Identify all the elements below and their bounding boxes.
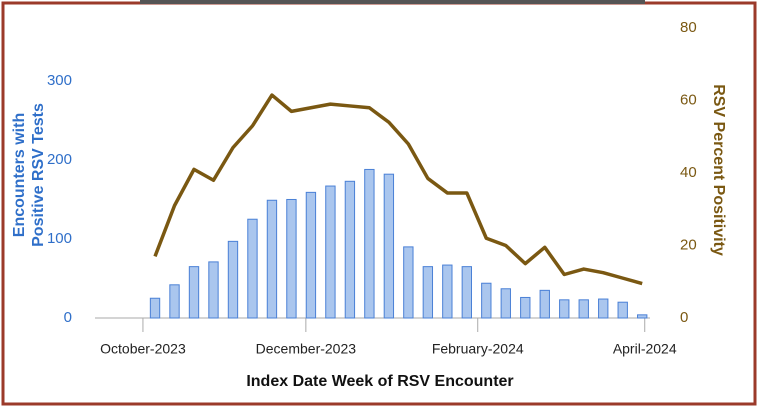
- bar: [578, 299, 589, 319]
- bar: [305, 191, 317, 319]
- y2-tick-label: 20: [680, 236, 697, 253]
- x-tick-label: October-2023: [100, 341, 186, 357]
- y2-tick-label: 0: [680, 309, 688, 326]
- y-tick-label: 300: [47, 72, 72, 89]
- bar: [383, 173, 395, 319]
- bar: [188, 266, 200, 319]
- bar: [208, 261, 219, 319]
- bar: [344, 180, 356, 319]
- x-tick-label: February-2024: [432, 341, 524, 357]
- x-axis-title: Index Date Week of RSV Encounter: [246, 373, 513, 390]
- bar: [169, 284, 180, 319]
- bar: [325, 185, 336, 319]
- y-axis-title: Positive RSV Tests: [30, 103, 47, 247]
- y-tick-label: 100: [47, 230, 72, 247]
- bar: [422, 266, 434, 319]
- bar: [481, 282, 492, 319]
- bar: [403, 246, 414, 319]
- y2-tick-label: 60: [680, 91, 697, 108]
- bar: [149, 297, 161, 319]
- y-axis-title: Encounters with: [11, 113, 28, 237]
- bar: [539, 289, 550, 319]
- bar: [500, 288, 511, 319]
- bar: [227, 240, 239, 319]
- y2-tick-label: 40: [680, 164, 697, 181]
- y2-axis-title: RSV Percent Positivity: [710, 84, 727, 256]
- bar: [442, 264, 453, 319]
- bar: [247, 218, 258, 319]
- bar: [637, 314, 648, 319]
- y2-tick-label: 80: [680, 19, 697, 36]
- bar: [364, 168, 375, 319]
- bar: [461, 266, 472, 319]
- bar: [286, 198, 297, 319]
- bar: [598, 298, 609, 319]
- bar: [266, 199, 278, 319]
- y-tick-label: 0: [64, 309, 72, 326]
- x-tick-label: December-2023: [256, 341, 357, 357]
- x-tick-label: April-2024: [613, 341, 677, 357]
- bar: [520, 296, 531, 319]
- bar: [617, 301, 628, 319]
- line: [153, 93, 643, 286]
- bar: [559, 299, 570, 319]
- y-tick-label: 200: [47, 151, 72, 168]
- top-strip: [140, 0, 645, 4]
